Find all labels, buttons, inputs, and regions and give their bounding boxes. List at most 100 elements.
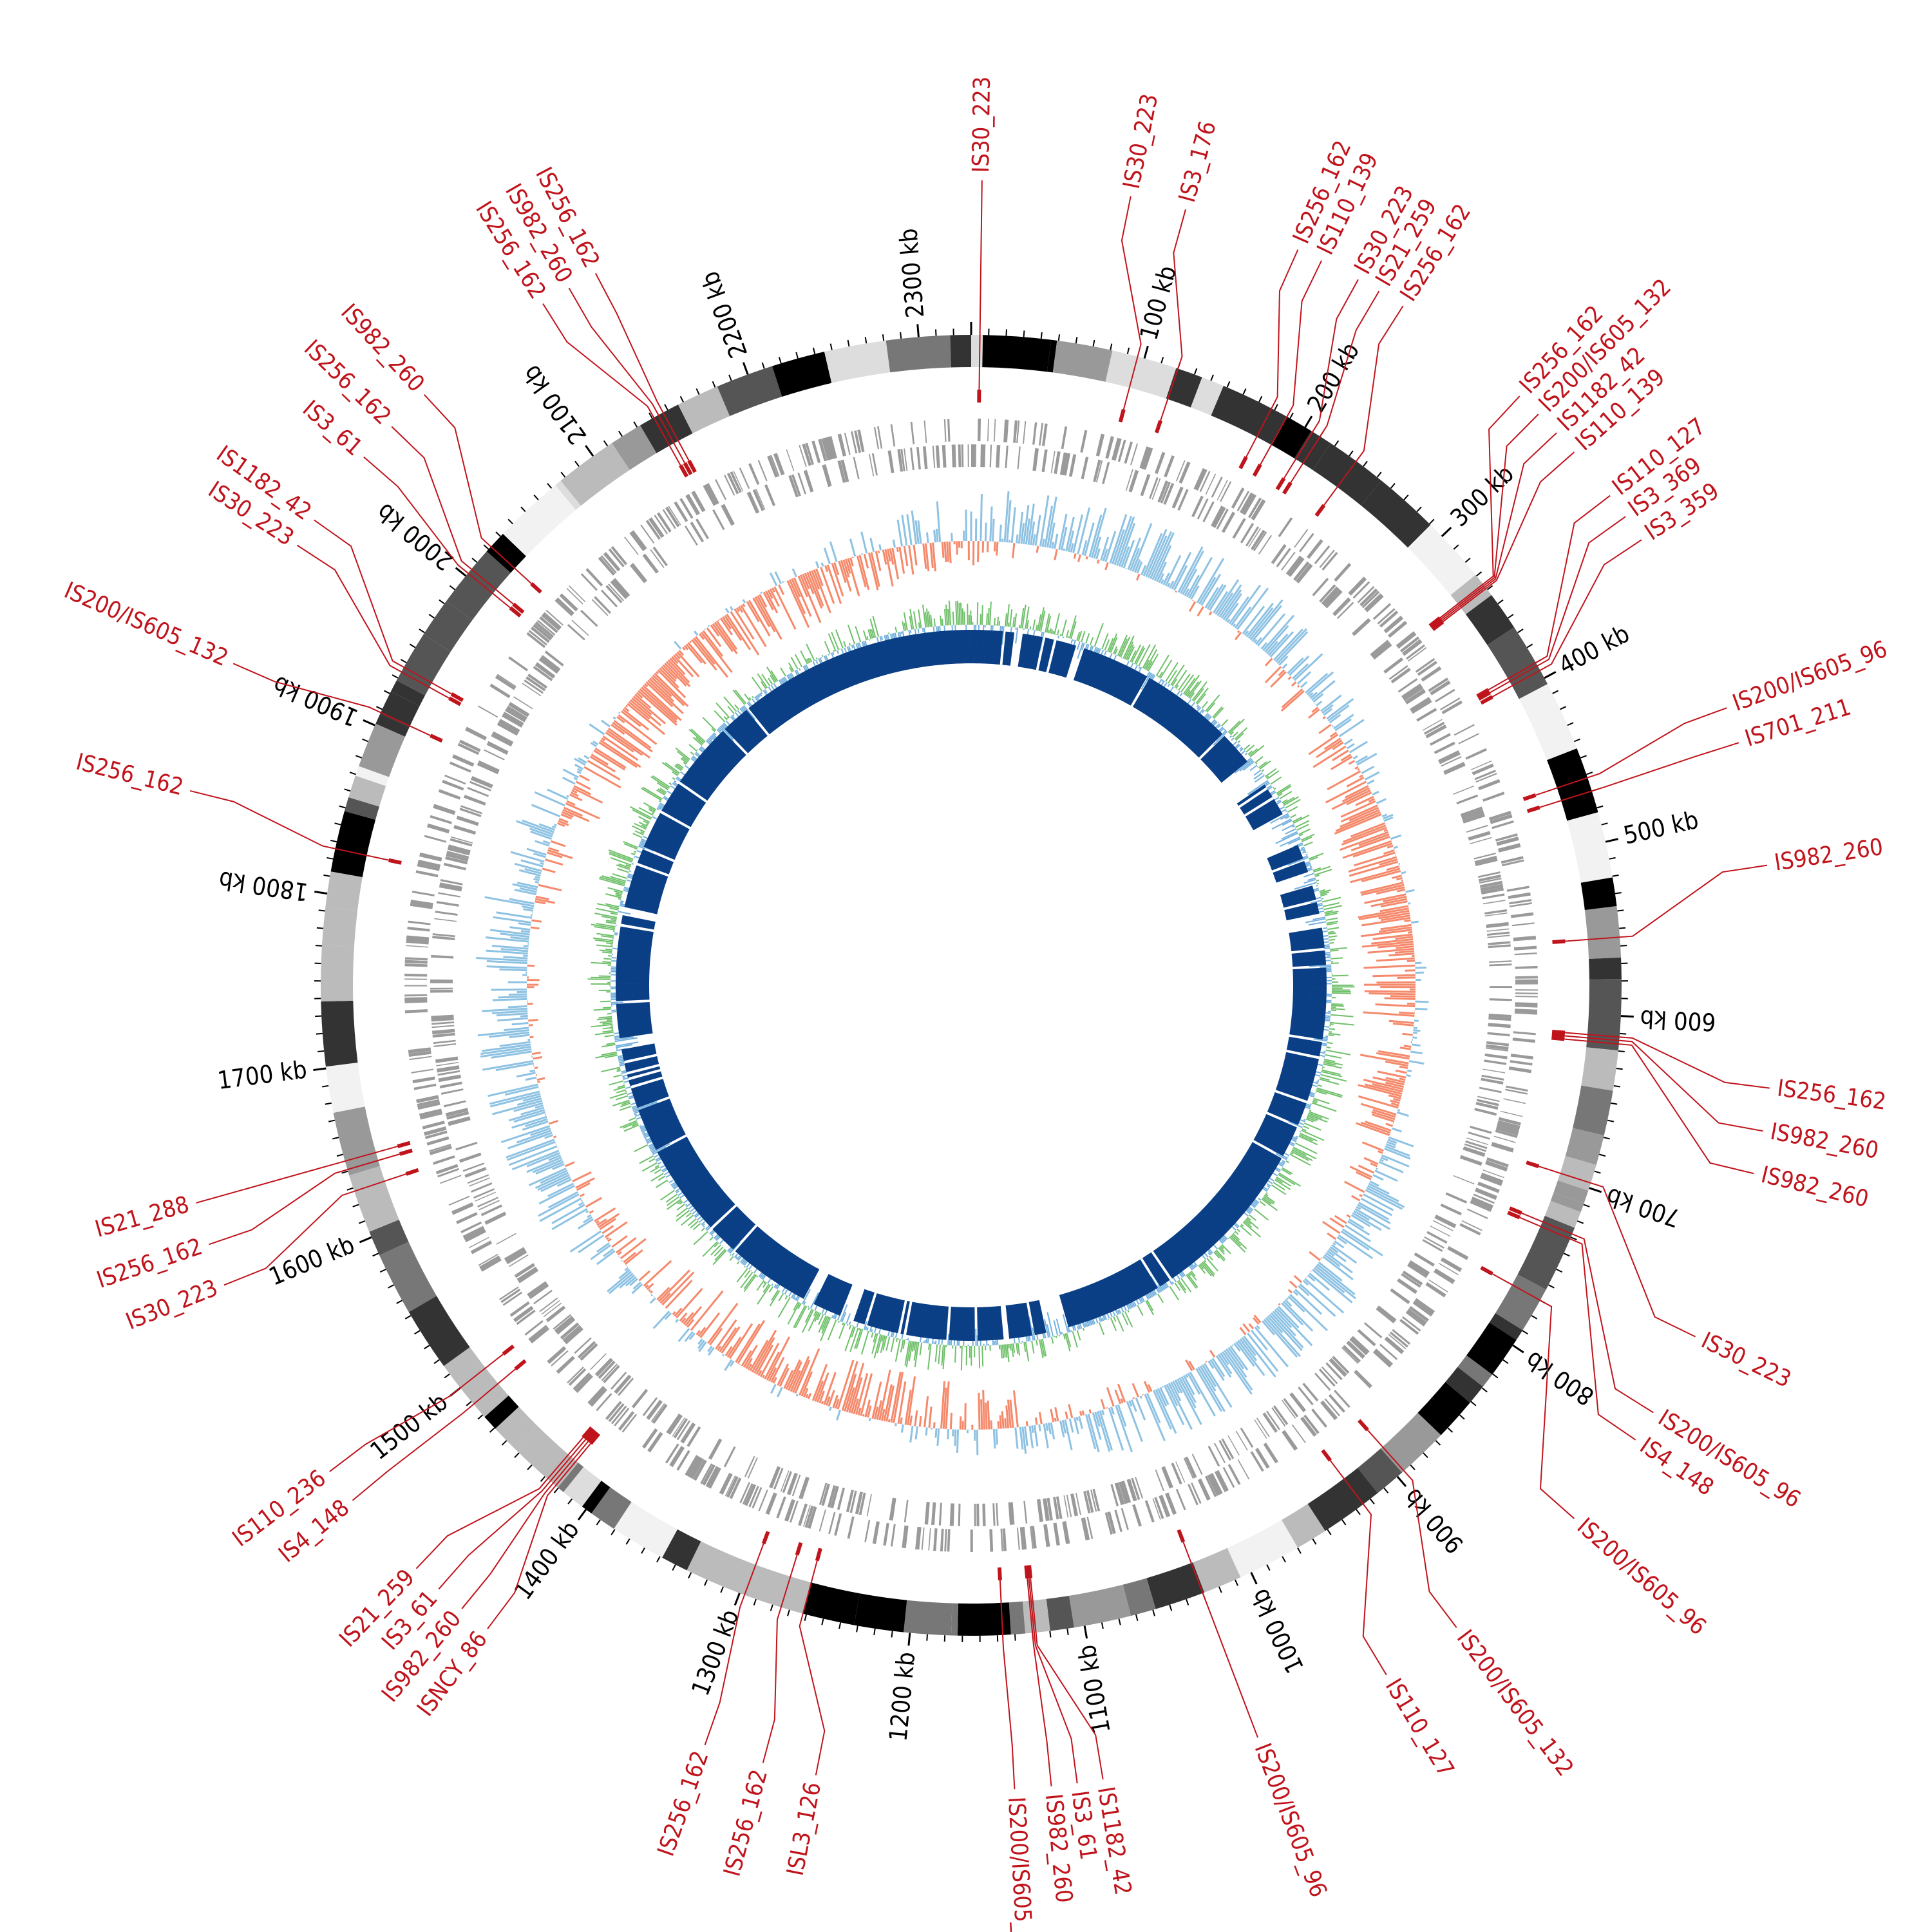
gc-content-bar: [1193, 1264, 1197, 1268]
gc-skew-bar: [1025, 518, 1030, 545]
gene-feature: [478, 1200, 500, 1211]
gene-feature: [535, 621, 554, 638]
gene-feature: [433, 1039, 456, 1045]
gene-feature: [824, 437, 835, 460]
gc-content-bar: [843, 641, 847, 648]
homology-block: [1093, 656, 1109, 688]
is-connector-line: [978, 180, 983, 390]
scale-tick: [507, 518, 513, 525]
scale-tick: [1589, 1187, 1602, 1193]
gc-content-bar: [1110, 1317, 1117, 1331]
gc-content-bar: [918, 609, 922, 629]
gene-feature: [1497, 843, 1521, 853]
is-connector-line: [352, 1368, 516, 1501]
gene-feature: [656, 512, 672, 533]
gc-skew-bar: [1340, 800, 1376, 818]
gc-skew-bar: [1308, 692, 1314, 697]
homology-block: [1137, 681, 1157, 711]
gc-skew-bar: [898, 546, 905, 574]
gc-skew-bar: [629, 1278, 638, 1286]
gc-skew-bar: [482, 1060, 534, 1071]
gc-content-bar: [714, 1242, 719, 1247]
gene-feature: [435, 1056, 459, 1063]
homology-block: [722, 1215, 748, 1242]
scale-tick: [829, 343, 833, 350]
gc-content-bar: [1141, 672, 1152, 690]
gc-skew-bar: [935, 528, 939, 543]
scale-tick: [1577, 1220, 1584, 1224]
gc-skew-bar: [558, 820, 569, 826]
gc-skew-bar: [892, 539, 896, 548]
ideogram-band: [1408, 525, 1476, 596]
homology-block: [1222, 1185, 1250, 1209]
gene-feature: [1491, 1142, 1514, 1153]
gene-feature: [412, 891, 435, 896]
gc-content-bar: [1077, 1325, 1079, 1330]
homology-block: [856, 648, 870, 681]
scale-tick: [1544, 670, 1557, 679]
homology-block: [1184, 1225, 1209, 1253]
gc-skew-bar: [535, 1171, 569, 1189]
gc-skew-bar: [1356, 1171, 1372, 1180]
gc-content-bar: [1242, 1221, 1262, 1238]
gc-content-bar: [1330, 947, 1347, 951]
gene-feature: [1258, 535, 1273, 554]
gene-feature: [947, 419, 951, 442]
gene-feature: [1465, 1140, 1488, 1150]
gc-skew-bar: [499, 1041, 531, 1047]
gc-skew-bar: [1358, 1095, 1399, 1109]
gene-feature: [1250, 1451, 1264, 1472]
gc-skew-bar: [857, 1407, 862, 1416]
homology-block: [632, 876, 665, 889]
homology-block: [1181, 716, 1206, 744]
gc-content-bar: [1052, 630, 1054, 634]
gene-feature: [1149, 477, 1159, 499]
gc-skew-bar: [1326, 698, 1354, 720]
gc-content-bar: [1327, 931, 1334, 933]
gc-skew-bar: [1410, 1050, 1423, 1055]
gc-content-bar: [793, 1301, 799, 1311]
gene-feature: [528, 1325, 547, 1341]
scale-tick: [540, 1476, 545, 1482]
gc-content-bar: [606, 1042, 616, 1045]
gc-skew-bar: [551, 1208, 588, 1231]
homology-block: [1123, 672, 1142, 703]
gc-skew-bar: [707, 625, 710, 627]
gc-content-bar: [1025, 606, 1030, 629]
gc-skew-bar: [1348, 759, 1356, 765]
gc-skew-bar: [1376, 1052, 1410, 1060]
gene-feature: [1439, 753, 1461, 764]
gc-skew-bar: [1364, 771, 1380, 781]
gene-feature: [430, 815, 452, 824]
is-connector-line: [461, 1441, 589, 1609]
gene-feature: [509, 1301, 530, 1317]
gene-feature: [765, 1492, 777, 1515]
gc-skew-bar: [697, 1327, 706, 1337]
homology-block: [886, 639, 898, 673]
homology-block: [816, 1275, 834, 1307]
gc-content-bar: [676, 750, 690, 762]
gc-skew-bar: [947, 1429, 950, 1439]
gc-content-bar: [640, 840, 646, 844]
gc-skew-bar: [685, 643, 703, 664]
gc-skew-bar: [540, 1176, 571, 1193]
gene-feature: [1334, 1390, 1350, 1408]
gene-feature: [1461, 810, 1484, 820]
gc-skew-bar: [520, 859, 544, 867]
homology-block: [1124, 1267, 1143, 1298]
homology-block: [1289, 930, 1323, 939]
gc-skew-bar: [1208, 1360, 1215, 1369]
homology-block: [1293, 976, 1327, 980]
homology-block: [824, 660, 841, 692]
gene-feature: [1093, 459, 1101, 482]
homology-block: [634, 1088, 667, 1103]
gene-feature: [723, 1446, 736, 1468]
gc-skew-bar: [724, 615, 743, 641]
ideogram-band: [951, 1603, 958, 1636]
gc-skew-bar: [516, 1097, 542, 1106]
gc-content-bar: [748, 697, 752, 701]
gene-feature: [467, 1174, 489, 1184]
gene-feature: [452, 754, 475, 767]
gene-feature: [404, 997, 428, 1000]
scale-label: 1700 kb: [216, 1056, 308, 1095]
